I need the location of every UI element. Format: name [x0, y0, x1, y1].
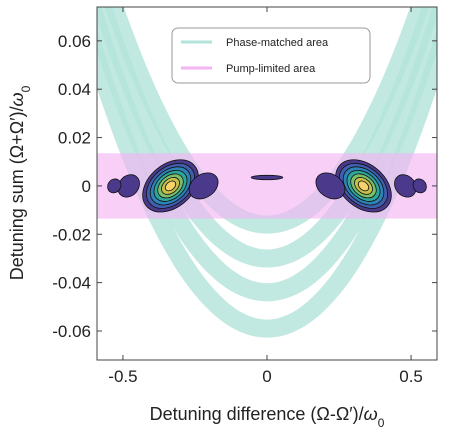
x-tick-label: 0	[262, 367, 271, 386]
x-tick-label: 0.5	[399, 367, 423, 386]
y-tick-label: -0.04	[52, 274, 91, 293]
contour-island	[117, 174, 140, 198]
contour-island	[315, 172, 346, 200]
y-tick-label: 0	[82, 177, 91, 196]
legend-box	[171, 27, 371, 84]
legend: Phase-matched area Pump-limited area	[171, 27, 371, 84]
contour-level	[117, 174, 140, 198]
contour-level	[107, 178, 122, 194]
contour-island	[188, 172, 219, 200]
x-axis-title: Detuning difference (Ω-Ω′)/ω0	[150, 404, 385, 430]
contour-level	[164, 180, 177, 192]
y-axis-title: Detuning sum (Ω+Ω′)/ω0	[7, 85, 33, 280]
contour-island	[394, 174, 417, 198]
legend-label-phase-matched: Phase-matched area	[226, 37, 329, 49]
contour-level	[188, 172, 219, 200]
phase-matched-band	[97, 7, 437, 302]
contour-island	[250, 174, 284, 181]
x-tick-label: -0.5	[108, 367, 137, 386]
contour-island	[107, 178, 122, 194]
contour-level	[357, 180, 370, 192]
contour-island	[335, 159, 392, 213]
legend-label-pump-limited: Pump-limited area	[226, 63, 316, 75]
contour-level	[315, 172, 346, 200]
y-tick-label: -0.02	[52, 225, 91, 244]
contour-level	[250, 174, 284, 181]
contour-island	[142, 159, 199, 213]
phase-matched-band	[97, 7, 437, 268]
y-tick-label: 0.06	[58, 32, 91, 51]
contour-island	[412, 178, 427, 194]
y-tick-label: 0.02	[58, 129, 91, 148]
contour-level	[394, 174, 417, 198]
y-tick-label: -0.06	[52, 322, 91, 341]
y-tick-label: 0.04	[58, 80, 91, 99]
contour-level	[412, 178, 427, 194]
phase-matched-band	[104, 7, 430, 234]
